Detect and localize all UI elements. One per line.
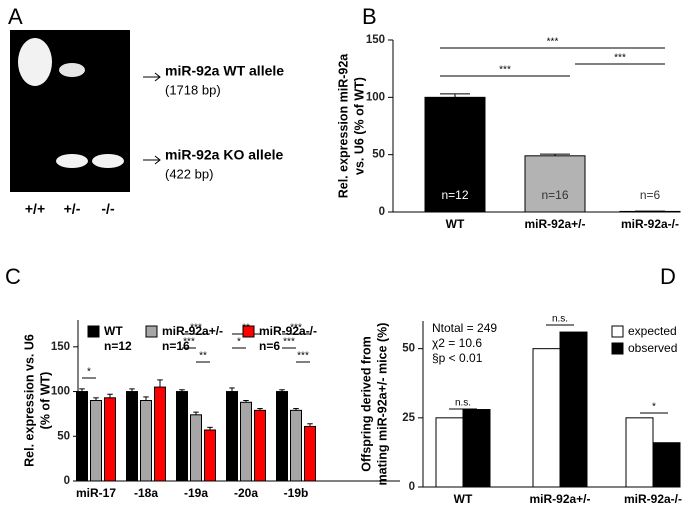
- bar: [176, 391, 188, 482]
- bar: [126, 391, 138, 482]
- significance-label: ***: [190, 323, 202, 334]
- bar: [532, 348, 561, 488]
- lane-label: -/-: [101, 201, 115, 217]
- y-axis-label: mating miR-92a+/- mice (%): [375, 323, 389, 486]
- bar: [462, 409, 491, 488]
- legend-swatch: [87, 325, 100, 338]
- y-tick-label: 0: [64, 475, 70, 487]
- bar: [76, 391, 88, 482]
- legend-n: n=6: [259, 339, 280, 353]
- bar: [304, 425, 316, 482]
- annotation: n=6: [640, 188, 661, 202]
- annotation: §p < 0.01: [432, 351, 483, 365]
- y-tick-label: 150: [366, 34, 385, 46]
- bar: [559, 331, 588, 488]
- legend-n: n=12: [104, 339, 132, 353]
- bar: [104, 397, 116, 482]
- legend-label: expected: [628, 324, 677, 338]
- x-tick-label: miR-92a-/-: [621, 217, 679, 231]
- y-tick-label: 0: [379, 206, 385, 218]
- x-tick-label: WT: [446, 217, 465, 231]
- legend-label: WT: [104, 324, 123, 338]
- bar: [240, 401, 252, 482]
- panel-letter: A: [8, 4, 23, 29]
- band-label: miR-92a WT allele: [165, 63, 284, 79]
- y-axis-label: Offspring derived from: [359, 336, 373, 471]
- significance-label: *: [237, 337, 241, 348]
- panel-letter: D: [660, 264, 676, 289]
- bar: [140, 400, 152, 482]
- significance-label: **: [199, 351, 207, 362]
- y-tick-label: 100: [366, 91, 385, 103]
- legend-label: miR-92a+/-: [162, 324, 223, 338]
- significance-label: ***: [283, 337, 295, 348]
- significance-label: ***: [183, 337, 195, 348]
- bar: [625, 417, 654, 488]
- band-size: (422 bp): [165, 166, 213, 181]
- y-axis-label: vs. U6 (% of WT): [352, 77, 366, 175]
- significance-label: ***: [614, 53, 626, 64]
- annotation: χ2 = 10.6: [432, 336, 482, 350]
- bar: [190, 414, 202, 482]
- bar: [90, 400, 102, 482]
- legend-swatch: [611, 325, 624, 338]
- band-label: miR-92a KO allele: [165, 147, 283, 163]
- legend-label: observed: [628, 341, 677, 355]
- y-axis-label: Rel. expression vs. U6: [22, 334, 36, 467]
- legend-swatch: [145, 325, 158, 338]
- panel-letter: B: [362, 4, 377, 29]
- bar: [524, 155, 586, 213]
- legend-label: miR-92a-/-: [259, 324, 317, 338]
- significance-label: *: [87, 367, 91, 378]
- band-size: (1718 bp): [165, 82, 221, 97]
- significance-label: ***: [547, 37, 559, 48]
- arrow: [143, 72, 161, 165]
- panel-letter: C: [5, 264, 21, 289]
- y-tick-label: 100: [51, 386, 70, 398]
- x-tick-label: miR-92a-/-: [624, 492, 682, 506]
- y-axis-label: (% of WT): [38, 372, 52, 430]
- bar: [226, 391, 238, 482]
- legend-swatch: [611, 342, 624, 355]
- y-tick-label: 50: [372, 149, 385, 161]
- significance-label: ***: [499, 65, 511, 76]
- bar: [435, 417, 464, 488]
- x-tick-label: -18a: [134, 486, 158, 500]
- bar: [652, 442, 681, 488]
- bar: [254, 409, 266, 482]
- significance-label: n.s.: [552, 314, 568, 325]
- y-tick-label: 50: [402, 343, 415, 355]
- bar: [290, 409, 302, 482]
- significance-label: ***: [297, 351, 309, 362]
- bar: [154, 386, 166, 482]
- y-axis-label: Rel. expression miR-92a: [336, 53, 350, 199]
- x-tick-label: -19a: [184, 486, 208, 500]
- gel-image: [10, 30, 130, 192]
- annotation: n=16: [541, 188, 568, 202]
- legend-swatch: [242, 325, 255, 338]
- y-tick-label: 50: [57, 430, 70, 442]
- lane-label: +/-: [64, 201, 81, 217]
- x-tick-label: miR-92a+/-: [529, 492, 590, 506]
- annotation: Ntotal = 249: [432, 321, 497, 335]
- significance-label: *: [652, 402, 656, 413]
- bar: [276, 391, 288, 482]
- significance-label: ***: [290, 323, 302, 334]
- lane-label: +/+: [25, 201, 45, 217]
- x-tick-label: WT: [454, 492, 473, 506]
- y-tick-label: 25: [402, 412, 415, 424]
- y-tick-label: 0: [409, 481, 415, 493]
- x-tick-label: -20a: [234, 486, 258, 500]
- x-tick-label: miR-92a+/-: [524, 217, 585, 231]
- x-tick-label: miR-17: [76, 486, 116, 500]
- annotation: n=12: [441, 188, 468, 202]
- bar: [424, 96, 486, 213]
- bar: [204, 429, 216, 482]
- x-tick-label: -19b: [284, 486, 309, 500]
- legend-n: n=16: [162, 339, 190, 353]
- significance-label: n.s.: [455, 398, 471, 409]
- y-tick-label: 150: [51, 341, 70, 353]
